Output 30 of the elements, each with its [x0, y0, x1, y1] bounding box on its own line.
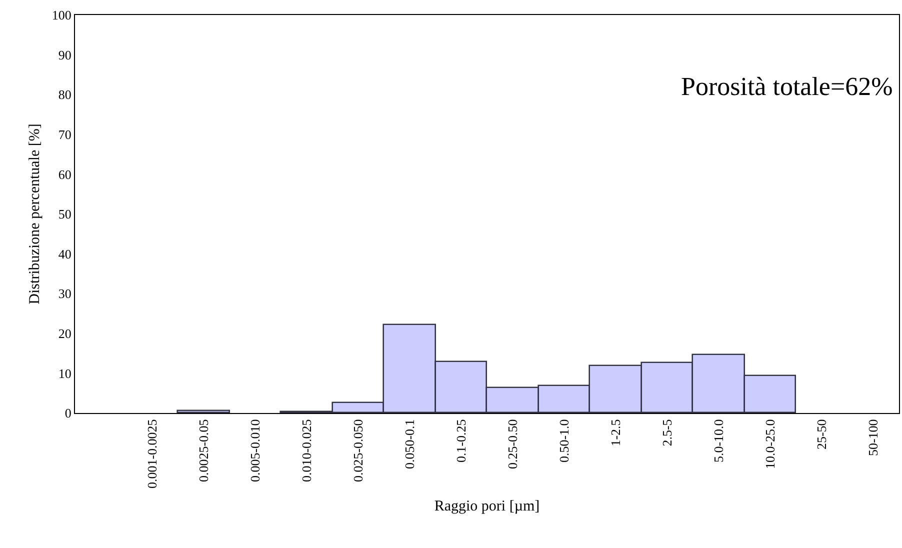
annotation: Porosità totale=62% — [681, 72, 893, 101]
x-axis-title: Raggio pori [µm] — [434, 498, 540, 515]
y-tick-label: 10 — [58, 366, 72, 381]
x-tick-label: 0.025-0.050 — [350, 419, 366, 482]
x-tick-label: 1-2.5 — [608, 419, 623, 446]
x-tick-label: 0.010-0.025 — [298, 419, 314, 482]
x-tick-label: 0.001-0.0025 — [144, 419, 160, 489]
y-tick-label: 70 — [58, 126, 72, 142]
y-tick-label: 50 — [58, 206, 72, 222]
x-tick-label: 0.050-0.1 — [402, 419, 417, 470]
x-tick-label: 10.0-25.0 — [762, 419, 778, 470]
y-tick-label: 80 — [58, 87, 72, 102]
y-tick-label: 90 — [58, 47, 72, 62]
x-tick-label: 5.0-10.0 — [710, 419, 726, 463]
x-tick-label: 0.25-0.50 — [504, 419, 520, 470]
x-tick-label: 0.005-0.010 — [247, 419, 262, 482]
bar — [176, 410, 230, 413]
x-tick-label: 50-100 — [865, 419, 880, 456]
x-tick-label: 2.5-5 — [659, 419, 674, 446]
y-tick-label: 30 — [58, 286, 72, 302]
y-tick-label: 0 — [64, 406, 72, 421]
y-tick-label: 60 — [58, 166, 72, 182]
y-tick-label: 40 — [58, 246, 72, 262]
y-axis-title: Distribuzione percentuale [%] — [27, 124, 44, 304]
y-tick-label: 100 — [52, 8, 72, 23]
x-tick-label: 25-50 — [814, 419, 829, 450]
y-tick-label: 20 — [58, 326, 72, 341]
x-tick-label: 0.50-1.0 — [556, 419, 572, 463]
x-tick-label: 0.0025-0.05 — [196, 419, 211, 482]
x-tick-label: 0.1-0.25 — [453, 419, 468, 463]
